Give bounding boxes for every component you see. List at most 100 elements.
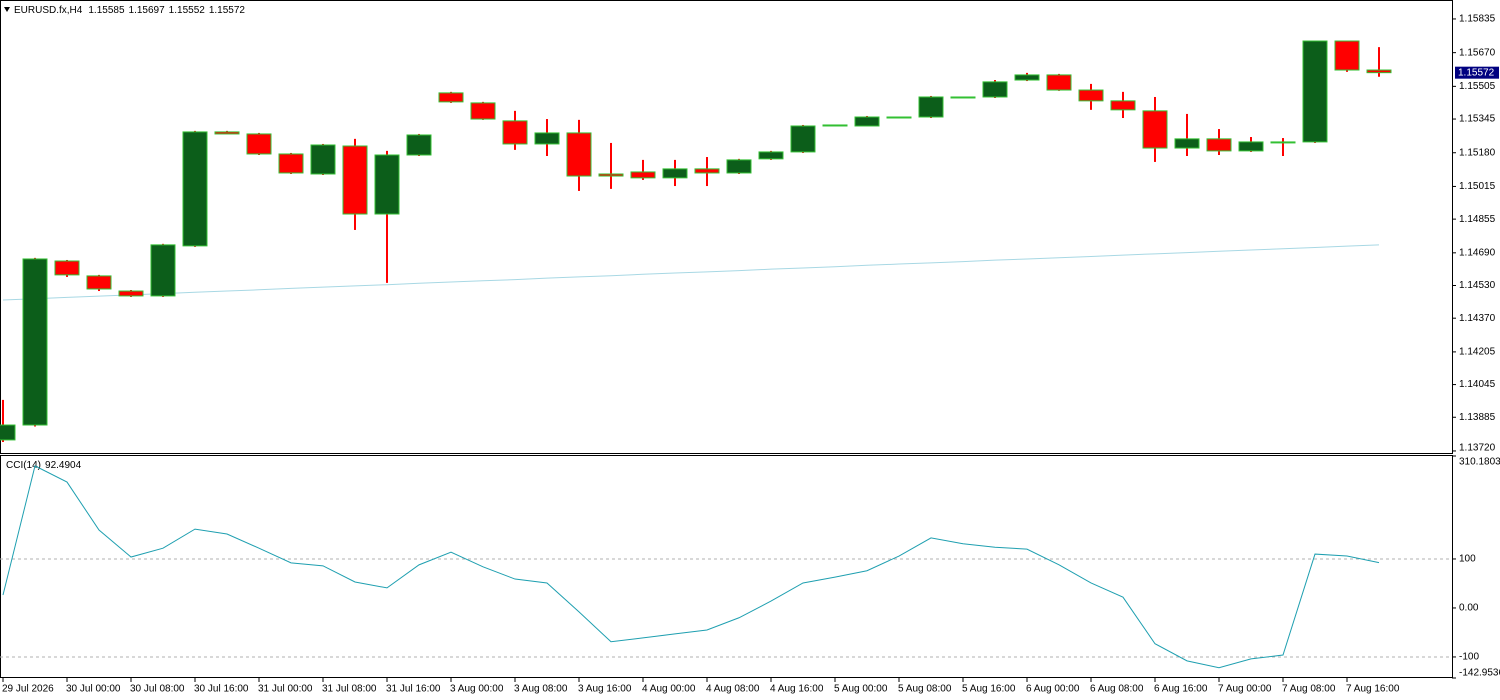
candle-body [150, 244, 176, 297]
y-tick-label: 1.15505 [1459, 81, 1496, 92]
current-price-box [1455, 66, 1499, 79]
x-tick-label: 31 Jul 16:00 [386, 684, 441, 695]
y-tick-label: -142.9536 [1459, 668, 1500, 679]
candle-body [886, 116, 912, 119]
candle-body [22, 258, 48, 426]
y-tick-label: -100 [1459, 652, 1479, 663]
y-tick-label: 100 [1459, 554, 1476, 565]
x-tick-label: 6 Aug 00:00 [1026, 684, 1080, 695]
x-tick-label: 29 Jul 2026 [2, 684, 54, 695]
candle-body [438, 92, 464, 103]
candle-body [118, 290, 144, 297]
candle-body [1238, 141, 1264, 152]
high-value: 1.15697 [129, 5, 166, 16]
current-price-label: 1.15572 [1458, 67, 1495, 78]
y-tick-label: 1.14855 [1459, 214, 1496, 225]
x-tick-label: 7 Aug 08:00 [1282, 684, 1336, 695]
candle-body [1366, 69, 1392, 74]
candle-body [726, 159, 752, 174]
candle-body [1334, 40, 1360, 71]
candle-body [918, 96, 944, 118]
x-tick-label: 6 Aug 16:00 [1154, 684, 1208, 695]
candle-body [950, 96, 976, 99]
y-tick-label: 1.14690 [1459, 247, 1496, 258]
x-tick-label: 3 Aug 00:00 [450, 684, 504, 695]
x-tick-label: 7 Aug 16:00 [1346, 684, 1400, 695]
candle-body [598, 173, 624, 177]
x-tick-label: 4 Aug 16:00 [770, 684, 824, 695]
candle-body [1142, 110, 1168, 149]
y-tick-label: 1.14530 [1459, 280, 1496, 291]
candle-body [758, 151, 784, 160]
y-tick-label: 1.15180 [1459, 147, 1496, 158]
candle-body [278, 153, 304, 174]
candle-body [246, 133, 272, 155]
candle-body [342, 145, 368, 215]
candle-body [566, 132, 592, 177]
candle-body [982, 81, 1008, 98]
symbol: EURUSD.fx,H4 [14, 5, 83, 16]
x-tick-label: 5 Aug 08:00 [898, 684, 952, 695]
y-tick-label: 1.14045 [1459, 379, 1496, 390]
candle-body [662, 168, 688, 179]
chart-header: EURUSD.fx,H4 1.15585 1.15697 1.15552 1.15572 [14, 5, 245, 16]
candle-body [822, 124, 848, 127]
candle-body [406, 134, 432, 156]
candle-body [502, 120, 528, 145]
y-tick-label: 1.14205 [1459, 347, 1496, 358]
y-tick-label: 310.1803 [1459, 457, 1500, 468]
x-tick-label: 4 Aug 00:00 [642, 684, 696, 695]
y-tick-label: 1.15345 [1459, 114, 1496, 125]
candle-body [0, 424, 16, 441]
x-tick-label: 7 Aug 00:00 [1218, 684, 1272, 695]
cci-header: CCI(14) 92.4904 [6, 460, 82, 471]
y-tick-label: 1.14370 [1459, 313, 1496, 324]
candle-body [1302, 40, 1328, 143]
cci-title: CCI(14) [6, 460, 41, 471]
x-tick-label: 30 Jul 16:00 [194, 684, 249, 695]
candle-body [854, 116, 880, 127]
x-tick-label: 3 Aug 16:00 [578, 684, 632, 695]
candle-body [214, 131, 240, 135]
candle-body [470, 102, 496, 120]
x-tick-label: 31 Jul 00:00 [258, 684, 313, 695]
y-tick-label: 1.15015 [1459, 181, 1496, 192]
main-panel-frame [0, 0, 1453, 454]
candle-body [1110, 100, 1136, 111]
candle-body [1270, 141, 1296, 144]
candle-body [310, 144, 336, 175]
cci-value: 92.4904 [45, 460, 82, 471]
x-tick-label: 30 Jul 08:00 [130, 684, 185, 695]
x-tick-label: 4 Aug 08:00 [706, 684, 760, 695]
cci-line [2, 465, 1380, 669]
x-tick-label: 30 Jul 00:00 [66, 684, 121, 695]
x-tick-label: 5 Aug 16:00 [962, 684, 1016, 695]
candle-body [1078, 89, 1104, 102]
candle-body [374, 154, 400, 215]
moving-average [2, 244, 1380, 301]
dropdown-arrow[interactable] [4, 7, 10, 12]
y-tick-label: 1.13720 [1459, 443, 1496, 454]
candle-body [534, 132, 560, 145]
y-tick-label: 1.15835 [1459, 14, 1496, 25]
y-tick-label: 1.15670 [1459, 47, 1496, 58]
candle-body [694, 168, 720, 174]
low-value: 1.15552 [169, 5, 206, 16]
x-tick-label: 5 Aug 00:00 [834, 684, 888, 695]
open-value: 1.15585 [88, 5, 125, 16]
x-tick-label: 3 Aug 08:00 [514, 684, 568, 695]
candle-body [1014, 74, 1040, 81]
candle-body [630, 171, 656, 179]
candle-body [86, 275, 112, 290]
candle-body [790, 125, 816, 153]
candle-body [1206, 138, 1232, 152]
candle-body [182, 131, 208, 247]
y-tick-label: 0.00 [1459, 603, 1479, 614]
candle-body [1174, 138, 1200, 149]
close-value: 1.15572 [209, 5, 246, 16]
x-tick-label: 31 Jul 08:00 [322, 684, 377, 695]
cci-panel-frame [0, 455, 1453, 678]
x-tick-label: 6 Aug 08:00 [1090, 684, 1144, 695]
candle-body [1046, 74, 1072, 91]
